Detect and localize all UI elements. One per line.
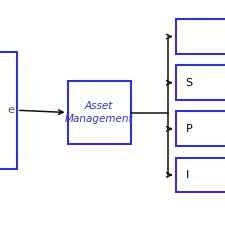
Bar <box>176 111 225 146</box>
Text: I: I <box>186 170 189 180</box>
Bar <box>176 158 225 192</box>
Bar <box>176 65 225 100</box>
Text: S: S <box>186 78 193 88</box>
Bar <box>68 81 130 144</box>
Text: Asset
Management: Asset Management <box>65 101 133 124</box>
Text: e: e <box>8 105 15 115</box>
Bar <box>176 19 225 54</box>
Text: P: P <box>186 124 192 134</box>
Bar <box>0 52 17 169</box>
